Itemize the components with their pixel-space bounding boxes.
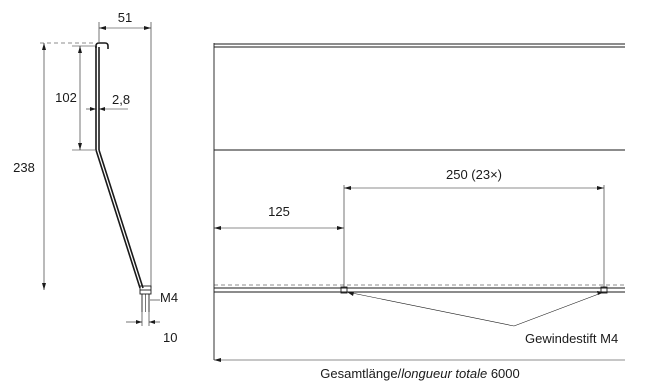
dim-upper-height: 102 xyxy=(55,45,95,151)
dim-thread-label: M4 xyxy=(160,290,178,305)
front-view xyxy=(213,43,625,360)
dim-thickness-label: 2,8 xyxy=(112,92,130,107)
dim-total-height-label: 238 xyxy=(13,160,35,175)
dim-total-height: 238 xyxy=(13,42,94,290)
dim-total-length: Gesamtlänge/longueur totale 6000 xyxy=(214,358,625,381)
total-length-value: 6000 xyxy=(487,366,520,381)
dim-bottom-width-label: 10 xyxy=(163,330,177,345)
dim-bottom-width: 10 xyxy=(126,312,177,345)
dim-width-top-label: 51 xyxy=(118,10,132,25)
total-length-italic: longueur totale xyxy=(401,366,487,381)
dim-offset-first-label: 125 xyxy=(268,204,290,219)
total-length-prefix: Gesamtlänge/ xyxy=(320,366,401,381)
callout-thread-pin-label: Gewindestift M4 xyxy=(525,331,618,346)
dim-thickness: 2,8 xyxy=(86,92,130,111)
dim-thread: M4 xyxy=(150,290,178,305)
profile-section-view xyxy=(95,42,152,312)
dim-width-top: 51 xyxy=(98,10,152,288)
dim-spacing: 250 (23×) xyxy=(344,167,605,287)
dim-total-length-label: Gesamtlänge/longueur totale 6000 xyxy=(320,366,520,381)
profile-slope-inner xyxy=(98,149,144,289)
profile-top-lip xyxy=(95,42,109,49)
dim-upper-height-label: 102 xyxy=(55,90,77,105)
profile-slope-outer xyxy=(95,149,141,289)
dim-spacing-label: 250 (23×) xyxy=(446,167,502,182)
callout-thread-pin: Gewindestift M4 xyxy=(346,291,618,346)
dim-offset-first: 125 xyxy=(214,185,345,287)
